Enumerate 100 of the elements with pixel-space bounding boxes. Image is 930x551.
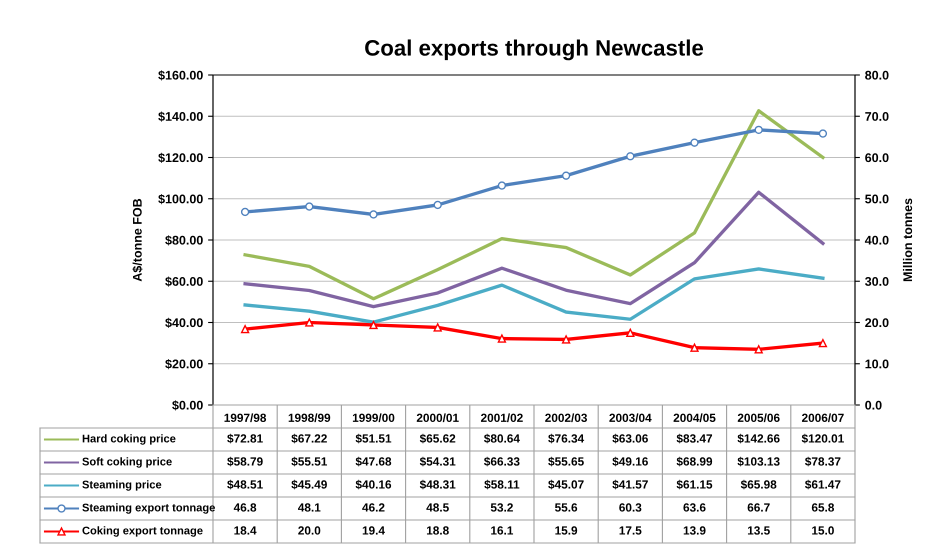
- y2-axis-title: Million tonnes: [902, 198, 912, 282]
- data-label: $65.62: [420, 434, 456, 444]
- data-label: $49.16: [612, 456, 648, 466]
- data-label: 19.4: [362, 526, 385, 535]
- data-label: 18.8: [426, 526, 449, 535]
- data-label: $68.99: [676, 456, 712, 466]
- data-label: $45.07: [548, 480, 584, 490]
- legend-label: Coking export tonnage: [82, 526, 203, 537]
- data-label: $41.57: [612, 480, 648, 490]
- y2-tick-label: 20.0: [865, 318, 889, 328]
- data-label: $58.11: [484, 480, 520, 490]
- y-tick-label: $20.00: [165, 359, 203, 370]
- line-series: [243, 190, 825, 308]
- point: [369, 210, 378, 219]
- x-tick-label: 2002/03: [545, 413, 588, 422]
- x-tick-label: 2003/04: [609, 413, 652, 422]
- data-label: 48.1: [298, 503, 320, 512]
- point: [305, 318, 314, 327]
- data-label: $103.13: [738, 456, 780, 466]
- point: [626, 328, 634, 337]
- point: [626, 152, 634, 160]
- y2-tick-label: 80.0: [865, 70, 889, 80]
- legend-label: Soft coking price: [82, 457, 172, 468]
- data-label: 60.3: [619, 503, 642, 512]
- point: [754, 126, 763, 134]
- y2-tick-label: 40.0: [864, 236, 889, 245]
- point: [305, 202, 314, 211]
- x-tick-label: 1998/99: [288, 413, 330, 422]
- y2-tick-label: 60.0: [865, 153, 889, 162]
- data-label: 15.0: [812, 526, 834, 535]
- x-tick-label: 2005/06: [738, 413, 780, 422]
- y-tick-label: $140.00: [158, 112, 203, 122]
- data-label: $63.06: [612, 434, 648, 444]
- chart-title: Coal exports through Newcastle: [365, 39, 704, 60]
- data-label: $54.31: [420, 456, 456, 466]
- y2-tick-label: 0.0: [865, 400, 882, 410]
- data-label: $61.15: [676, 480, 712, 490]
- data-label: 55.6: [554, 503, 578, 512]
- y2-tick-label: 10.0: [866, 360, 889, 368]
- data-label: $61.47: [805, 480, 840, 490]
- point: [690, 343, 699, 352]
- data-label: 65.8: [812, 503, 834, 512]
- data-label: 46.8: [234, 503, 256, 512]
- data-label: $55.51: [291, 456, 328, 466]
- data-label: $80.64: [484, 434, 520, 444]
- data-label: $47.68: [356, 456, 392, 466]
- data-label: $40.16: [356, 480, 392, 490]
- data-label: 15.9: [555, 526, 578, 535]
- data-label: 66.7: [748, 503, 770, 512]
- data-label: $83.47: [676, 434, 712, 444]
- data-label: $142.66: [738, 434, 780, 444]
- y-tick-label: $60.00: [165, 276, 203, 287]
- data-label: 53.2: [490, 503, 513, 512]
- data-label: 46.2: [362, 503, 385, 512]
- point: [240, 208, 250, 216]
- y-tick-label: $100.00: [158, 194, 203, 204]
- x-tick-label: 1999/00: [352, 413, 394, 422]
- point: [818, 338, 828, 348]
- data-label: $48.51: [227, 480, 263, 490]
- y2-tick-label: 70.0: [865, 112, 889, 121]
- y-axis-title: A$/tonne FOB: [132, 198, 143, 282]
- x-tick-label: 2006/07: [802, 413, 844, 422]
- data-label: $120.01: [802, 434, 844, 444]
- data-label: $76.34: [548, 434, 584, 444]
- x-tick-label: 2004/05: [674, 413, 716, 422]
- point: [434, 323, 442, 332]
- point: [498, 181, 506, 190]
- x-tick-label: 2001/02: [480, 413, 523, 422]
- legend-label: Steaming price: [82, 480, 162, 491]
- y-tick-label: $160.00: [158, 70, 203, 80]
- point: [434, 200, 442, 210]
- x-tick-label: 2000/01: [416, 413, 459, 422]
- legend-label: Hard coking price: [82, 434, 176, 445]
- point: [498, 334, 506, 343]
- data-label: $67.22: [291, 434, 327, 444]
- point: [562, 171, 570, 180]
- point: [369, 320, 378, 330]
- point: [690, 138, 699, 147]
- point: [562, 335, 570, 344]
- point: [818, 129, 828, 138]
- point: [754, 345, 763, 354]
- data-label: $65.98: [740, 480, 776, 490]
- data-label: $55.65: [548, 456, 584, 466]
- y-tick-label: $80.00: [165, 235, 203, 246]
- y-tick-label: $0.00: [172, 400, 203, 410]
- data-label: 63.6: [683, 503, 706, 512]
- data-label: $51.51: [356, 434, 392, 444]
- data-label: 17.5: [620, 526, 642, 535]
- y-tick-label: $40.00: [165, 318, 203, 328]
- x-tick-label: 1997/98: [224, 413, 266, 422]
- data-label: 18.4: [234, 526, 257, 535]
- data-label: 48.5: [426, 503, 449, 512]
- line-series: [243, 109, 825, 300]
- data-label: $66.33: [484, 456, 520, 466]
- data-label: 20.0: [298, 526, 320, 535]
- data-label: $58.79: [227, 456, 263, 466]
- y2-tick-label: 50.0: [865, 194, 889, 204]
- data-label: 13.5: [748, 526, 770, 535]
- y-tick-label: $120.00: [158, 152, 203, 163]
- y2-tick-label: 30.0: [865, 277, 889, 286]
